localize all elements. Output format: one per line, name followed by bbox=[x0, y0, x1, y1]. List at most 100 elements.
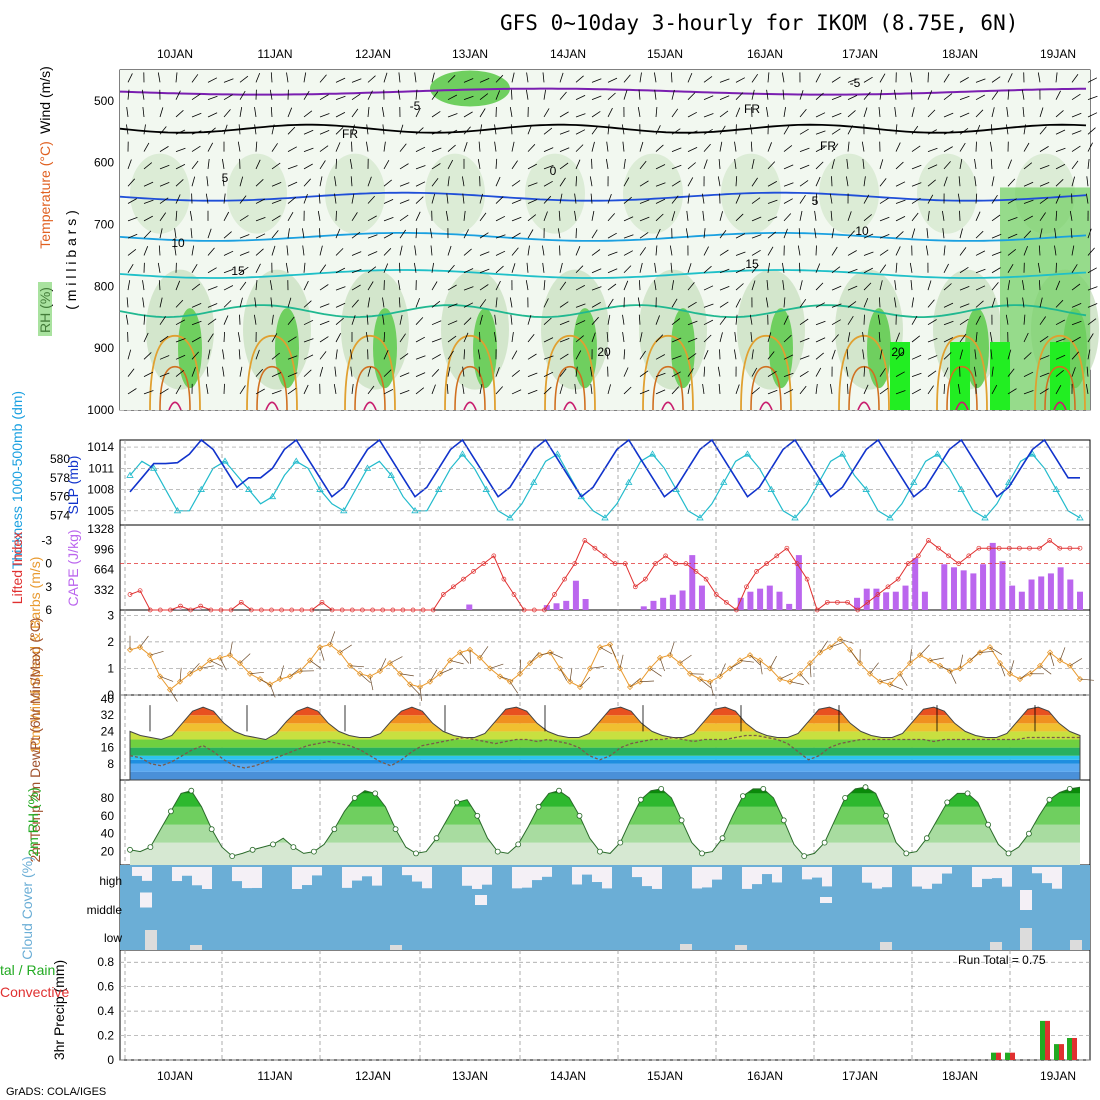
lifted-index-point bbox=[339, 607, 345, 613]
temp-axis-label: Temperature (°C) bbox=[37, 141, 53, 249]
contour-25 bbox=[838, 334, 890, 411]
cloud-high-bar bbox=[1042, 867, 1052, 884]
rh-bright bbox=[1050, 342, 1070, 410]
wind-barb bbox=[911, 354, 922, 360]
wind-speed-point bbox=[506, 678, 514, 685]
wind10-barb bbox=[1069, 658, 1083, 667]
cape-tick-label: 332 bbox=[94, 583, 114, 597]
rh-point bbox=[229, 853, 236, 859]
wind-barb bbox=[383, 179, 392, 187]
cape-bar bbox=[941, 564, 948, 610]
time-axis-bottom: 10JAN 11JAN 12JAN 13JAN 14JAN 15JAN 16JAN 17JAN… bbox=[157, 1069, 1076, 1083]
wind-barb bbox=[591, 111, 601, 118]
wind-speed-point bbox=[826, 644, 834, 651]
wind-barb bbox=[927, 109, 936, 118]
rh-band bbox=[130, 806, 1080, 825]
wind-speed-point bbox=[166, 686, 174, 693]
wind-barb bbox=[303, 110, 313, 118]
wind-speed-point bbox=[846, 646, 854, 653]
wind-barb bbox=[879, 178, 887, 187]
wind-barb bbox=[1039, 182, 1050, 187]
run-total-label: Run Total = 0.75 bbox=[958, 953, 1046, 967]
wind-barb bbox=[351, 193, 355, 204]
wind-barb bbox=[494, 141, 497, 152]
wind-speed-point bbox=[626, 683, 634, 691]
wind-barb bbox=[1087, 286, 1098, 291]
wind-barb bbox=[255, 159, 261, 170]
wind-speed-point bbox=[456, 649, 464, 656]
wind-barb bbox=[415, 355, 426, 360]
wind-barb bbox=[159, 212, 167, 222]
wind-barb bbox=[623, 196, 632, 204]
wind-barb bbox=[207, 333, 214, 343]
wind-barb bbox=[799, 262, 801, 273]
wind-barb bbox=[559, 111, 569, 118]
slp-point bbox=[601, 514, 609, 521]
wind-barb bbox=[767, 142, 772, 152]
contour-35 bbox=[1053, 401, 1067, 411]
wind-barb bbox=[607, 232, 617, 239]
wind-speed-point bbox=[866, 670, 874, 677]
wind10-barb bbox=[249, 671, 264, 675]
slp-point bbox=[363, 464, 372, 471]
wind-barb bbox=[895, 332, 900, 343]
slp-point bbox=[815, 478, 823, 485]
wind-barb bbox=[447, 303, 458, 308]
wind-barb bbox=[143, 142, 150, 152]
wind-barb bbox=[783, 213, 792, 222]
wind-barb bbox=[415, 387, 425, 395]
wind-barb bbox=[447, 129, 458, 135]
wind-barb bbox=[719, 141, 723, 152]
wind-barb bbox=[575, 335, 584, 343]
contour-25 bbox=[344, 334, 396, 411]
wind-speed-point bbox=[1066, 662, 1074, 669]
slp-point bbox=[126, 471, 134, 478]
slp-point bbox=[933, 450, 942, 457]
wind-tick-label: 2 bbox=[107, 635, 114, 649]
lifted-index-point bbox=[168, 607, 173, 613]
wind-barb bbox=[543, 165, 554, 170]
wind-barb bbox=[205, 193, 209, 204]
wind-barb bbox=[607, 77, 618, 83]
wind-barb bbox=[591, 229, 598, 239]
wind-barb bbox=[799, 318, 809, 326]
wind-barb bbox=[1087, 349, 1091, 360]
wind-barb bbox=[223, 250, 234, 256]
wind-barb bbox=[1054, 228, 1057, 239]
wind-barb bbox=[143, 215, 153, 222]
contour-label: FR bbox=[820, 139, 836, 153]
wind-barb bbox=[479, 268, 490, 274]
rh-point bbox=[556, 787, 562, 794]
wind-barb bbox=[271, 143, 278, 152]
lifted-index-point bbox=[885, 584, 891, 590]
wind-barb bbox=[1039, 316, 1047, 325]
wind-barb bbox=[239, 90, 246, 100]
wind-barb bbox=[781, 72, 785, 83]
wind-barb bbox=[1055, 164, 1066, 170]
wind10-barb bbox=[579, 676, 591, 688]
wind-barb bbox=[239, 195, 247, 204]
wind-barb bbox=[958, 176, 961, 187]
wind-barb bbox=[703, 246, 709, 256]
wind-speed-point bbox=[126, 646, 134, 653]
wind-barb bbox=[319, 366, 324, 377]
wind-barb bbox=[191, 336, 201, 343]
wind-barb bbox=[159, 182, 170, 187]
wind-speed-point bbox=[676, 660, 684, 667]
rh-shade-mid bbox=[819, 153, 879, 234]
rh-point bbox=[127, 846, 133, 853]
wind-barb bbox=[926, 228, 929, 239]
wind-barb bbox=[927, 179, 936, 187]
wind-barb bbox=[1037, 262, 1041, 273]
wind-barb bbox=[446, 383, 449, 394]
rh-point bbox=[535, 803, 542, 810]
temp2m-axis-label: 2m Temp 2m DewPt (6hr Min/Max) (°C) bbox=[27, 618, 43, 863]
contour-35 bbox=[661, 401, 675, 411]
wind-barb bbox=[127, 248, 137, 256]
wind-barb bbox=[399, 262, 401, 273]
wind-barb bbox=[367, 385, 375, 395]
wind-barb bbox=[623, 367, 629, 377]
wind-barb bbox=[815, 193, 818, 204]
wind-barb bbox=[239, 234, 250, 239]
lifted-index-point bbox=[410, 607, 416, 613]
